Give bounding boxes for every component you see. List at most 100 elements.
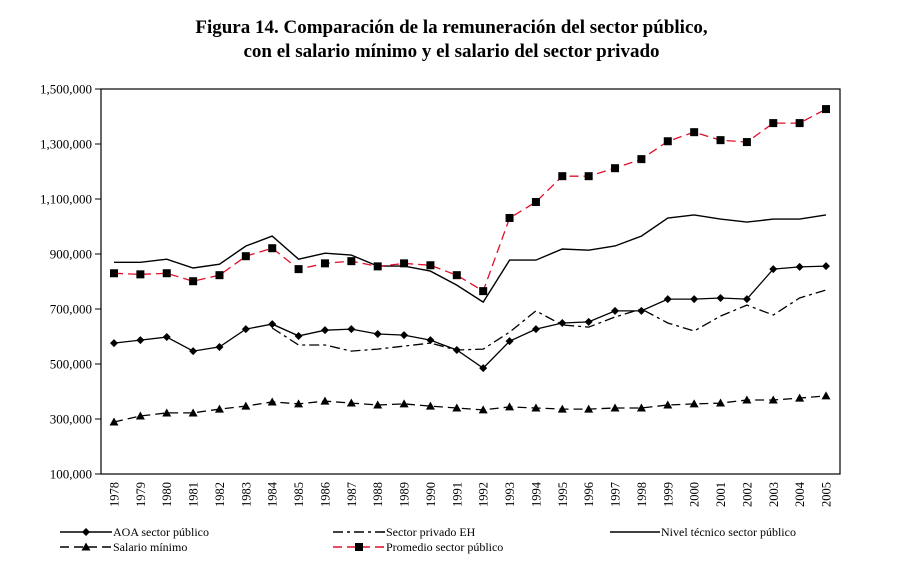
data-point [690, 128, 699, 137]
x-tick-label: 1982 [213, 482, 227, 507]
data-point [162, 333, 171, 342]
x-tick-label: 1981 [187, 482, 201, 507]
data-point [478, 405, 488, 414]
data-point [822, 262, 830, 271]
legend-item: Sector privado EH [333, 525, 476, 539]
legend-item: Promedio sector público [333, 540, 503, 554]
legend-label: Salario mínimo [113, 540, 187, 554]
data-point [821, 391, 831, 400]
data-point [267, 397, 277, 406]
legend: AOA sector público Sector privado EH Nivel… [60, 525, 796, 554]
x-tick-label: 2001 [714, 482, 728, 507]
legend-label: AOA sector público [113, 525, 209, 539]
data-point [162, 408, 172, 417]
series-line [113, 395, 827, 423]
data-point [584, 172, 593, 181]
legend-label: Nivel técnico sector público [661, 525, 796, 539]
y-tick-label: 500,000 [50, 357, 92, 372]
data-point [795, 262, 804, 271]
data-point [215, 342, 224, 351]
data-point [268, 320, 277, 329]
data-point [400, 259, 409, 268]
x-tick-label: 1980 [160, 482, 174, 507]
data-point [162, 269, 171, 278]
data-point [531, 403, 541, 412]
x-tick-label: 1997 [609, 482, 623, 507]
data-point [742, 295, 751, 304]
data-point [769, 119, 778, 128]
x-tick-label: 1990 [424, 482, 438, 507]
x-tick-label: 2000 [688, 482, 702, 507]
chart-title-line-2: con el salario mínimo y el salario del s… [243, 41, 660, 62]
series-line [114, 214, 827, 304]
data-point [690, 295, 699, 304]
data-point [452, 403, 462, 412]
series-sector-privado-eh [271, 289, 827, 352]
data-point [426, 261, 435, 270]
data-point [426, 336, 435, 345]
data-point [610, 403, 620, 412]
data-point [505, 402, 515, 411]
y-tick-label: 1,100,000 [40, 192, 92, 207]
data-point [663, 400, 673, 409]
legend-marker [81, 542, 91, 551]
data-point [294, 331, 303, 340]
chart-title: Figura 14. Comparación de la remuneració… [0, 16, 903, 64]
data-point [109, 417, 119, 426]
x-tick-label: 1994 [529, 481, 543, 507]
data-point [346, 398, 356, 407]
data-point [189, 347, 198, 356]
data-point [557, 404, 567, 413]
x-tick-label: 2005 [820, 482, 834, 507]
data-point [795, 393, 805, 402]
data-point [215, 271, 224, 280]
data-point [241, 401, 251, 410]
x-tick-label: 1989 [398, 482, 412, 507]
series-line [113, 265, 827, 369]
y-tick-label: 100,000 [50, 467, 92, 482]
x-tick-label: 1983 [239, 482, 253, 507]
legend-label: Promedio sector público [386, 540, 503, 554]
legend-marker [355, 543, 363, 551]
x-tick-label: 1993 [503, 482, 517, 507]
data-point [373, 262, 382, 271]
series-line [113, 108, 827, 293]
data-point [347, 325, 356, 334]
series-salario-minimo [109, 391, 831, 426]
data-point [294, 399, 304, 408]
data-point [637, 306, 646, 315]
x-tick-label: 1999 [661, 482, 675, 507]
data-point [795, 119, 804, 128]
data-point [689, 399, 699, 408]
data-point [742, 138, 751, 147]
data-point [110, 339, 118, 348]
data-point [584, 317, 593, 326]
data-point [241, 325, 250, 334]
axes: 100,000 300,000 500,000 700,000 900,000 1,100… [40, 82, 841, 507]
data-point [320, 326, 329, 335]
x-tick-label: 1985 [292, 482, 306, 507]
data-point [768, 395, 778, 404]
data-point [136, 336, 145, 345]
data-point [611, 164, 620, 173]
data-point [268, 244, 277, 253]
data-point [558, 172, 567, 181]
data-point [241, 252, 250, 261]
data-point [479, 287, 488, 296]
x-tick-label: 2003 [767, 482, 781, 507]
x-tick-label: 1998 [635, 482, 649, 507]
chart-title-line-1: Figura 14. Comparación de la remuneració… [195, 17, 708, 38]
data-point [136, 270, 145, 279]
x-tick-label: 1992 [477, 482, 491, 507]
y-tick-label: 300,000 [50, 412, 92, 427]
series-promedio-sector-publico [110, 105, 830, 296]
data-point [716, 398, 726, 407]
series-nivel-tecnico-sector-publico [114, 214, 827, 304]
data-point [716, 136, 725, 145]
data-point [742, 395, 752, 404]
plot-frame [100, 88, 841, 475]
data-point [531, 198, 540, 207]
x-tick-label: 1984 [266, 481, 280, 507]
legend-marker [82, 528, 90, 536]
